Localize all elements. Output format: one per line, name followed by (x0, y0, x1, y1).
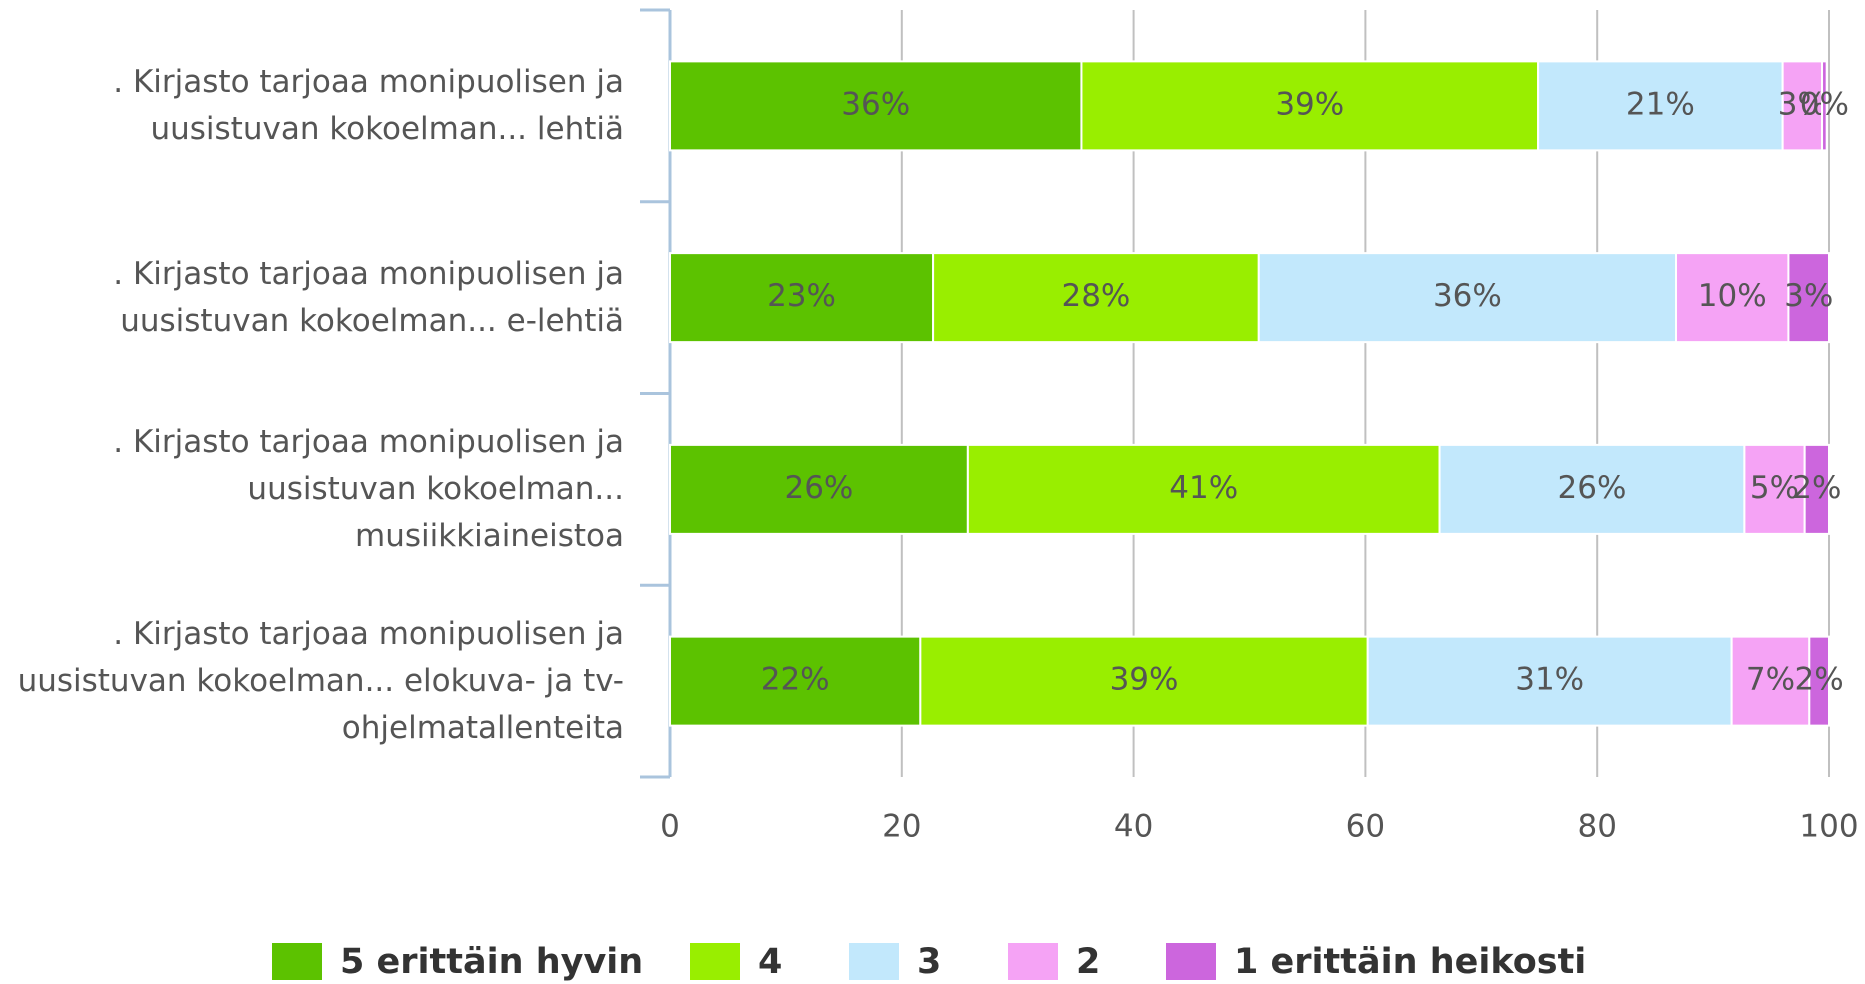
bar-segment (932, 252, 1260, 344)
data-label: 22% (761, 662, 830, 698)
x-tick-label: 100 (1799, 809, 1858, 845)
bar-segment (1821, 60, 1828, 152)
bar-segment (1808, 635, 1830, 727)
data-label: 28% (1061, 278, 1130, 314)
bar-segment (1366, 635, 1733, 727)
legend-label: 5 erittäin hyvin (340, 942, 643, 982)
bar-segment (1080, 60, 1540, 152)
data-label: 7% (1746, 662, 1795, 698)
data-label: 0% (1800, 86, 1849, 122)
bar-segment (1743, 443, 1806, 535)
bar-segment (669, 635, 922, 727)
bar-segment (1438, 443, 1746, 535)
data-label: 36% (1433, 278, 1502, 314)
bar-segment (919, 635, 1369, 727)
data-label: 26% (1558, 470, 1627, 506)
y-tick-label: . Kirjasto tarjoaa monipuolisen ja uusis… (113, 423, 624, 554)
data-label: 39% (1110, 662, 1179, 698)
data-label: 39% (1275, 86, 1344, 122)
bar-segment (1257, 252, 1678, 344)
data-label: 26% (784, 470, 853, 506)
data-label: 10% (1698, 278, 1767, 314)
data-label: 2% (1792, 470, 1841, 506)
data-label: 36% (841, 86, 910, 122)
legend-swatch (1166, 943, 1216, 980)
bar-segment (1675, 252, 1790, 344)
y-tick-label: . Kirjasto tarjoaa monipuolisen ja uusis… (113, 255, 624, 339)
x-tick-label: 40 (1114, 809, 1153, 845)
bar-segment (669, 60, 1083, 152)
data-label: 31% (1515, 662, 1584, 698)
data-label: 2% (1795, 662, 1844, 698)
bar-segment (1781, 60, 1824, 152)
x-tick-label: 80 (1577, 809, 1616, 845)
x-tick-label: 20 (882, 809, 921, 845)
bar-segment (1803, 443, 1831, 535)
bar-segment (669, 252, 935, 344)
legend-label: 1 erittäin heikosti (1234, 942, 1586, 982)
data-label: 3% (1784, 278, 1833, 314)
data-label: 5% (1750, 470, 1799, 506)
y-tick-label: . Kirjasto tarjoaa monipuolisen ja uusis… (17, 615, 624, 746)
legend-label: 2 (1076, 942, 1100, 982)
legend-swatch (849, 943, 899, 980)
data-label: 41% (1169, 470, 1238, 506)
legend-swatch (1008, 943, 1058, 980)
legend-swatch (272, 943, 322, 980)
legend-label: 4 (758, 942, 782, 982)
data-label: 21% (1626, 86, 1695, 122)
data-label: 23% (767, 278, 836, 314)
x-tick-label: 0 (660, 809, 680, 845)
x-tick-label: 60 (1346, 809, 1385, 845)
y-tick-label: . Kirjasto tarjoaa monipuolisen ja uusis… (113, 63, 624, 147)
bar-segment (966, 443, 1441, 535)
legend-label: 3 (917, 942, 941, 982)
data-label: 3% (1778, 86, 1827, 122)
bar-segment (1787, 252, 1831, 344)
legend-swatch (690, 943, 740, 980)
